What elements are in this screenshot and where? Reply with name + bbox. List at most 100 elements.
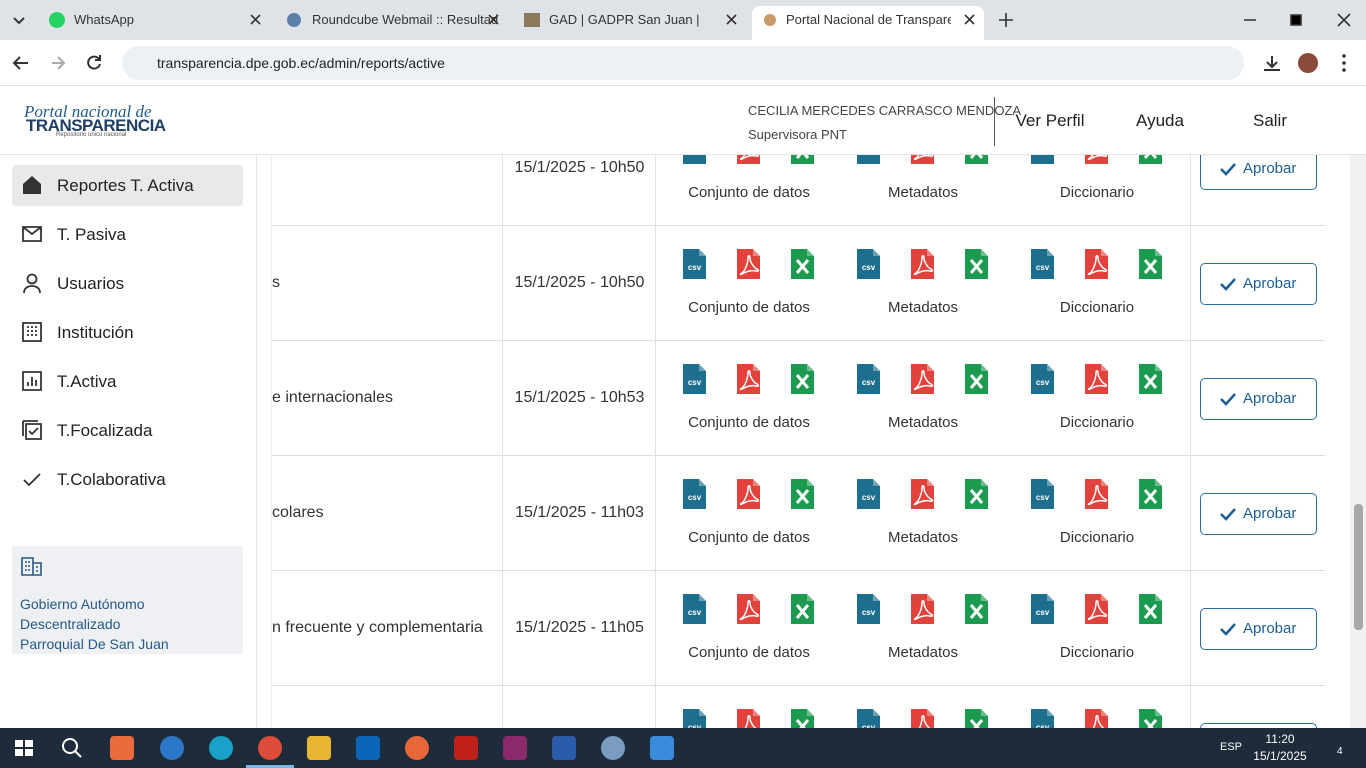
- menu-item[interactable]: T. Pasiva: [12, 214, 243, 255]
- notification-count[interactable]: 4: [1337, 746, 1343, 757]
- csv-icon[interactable]: csv: [683, 709, 707, 728]
- xls-icon[interactable]: [791, 364, 815, 395]
- pdf-icon[interactable]: [911, 155, 935, 165]
- icon-glyph: [1143, 155, 1158, 159]
- app-icon[interactable]: [258, 736, 282, 760]
- approve-button[interactable]: Aprobar: [1200, 378, 1317, 420]
- xls-icon[interactable]: [791, 594, 815, 625]
- url-field[interactable]: transparencia.dpe.gob.ec/admin/reports/a…: [122, 46, 1244, 80]
- menu-item[interactable]: Institución: [12, 312, 243, 353]
- csv-icon[interactable]: csv: [683, 479, 707, 510]
- app-icon[interactable]: [209, 736, 233, 760]
- tab[interactable]: GAD | GADPR San Juan |: [515, 6, 745, 40]
- app-icon[interactable]: [650, 736, 674, 760]
- menu-item[interactable]: T.Activa: [12, 361, 243, 402]
- clock-date[interactable]: 15/1/2025: [1253, 749, 1307, 763]
- csv-icon[interactable]: csv: [683, 249, 707, 280]
- approve-button[interactable]: Aprobar: [1200, 723, 1317, 728]
- csv-icon[interactable]: csv: [857, 249, 881, 280]
- tab[interactable]: Roundcube Webmail :: Resultad: [278, 6, 508, 40]
- csv-icon[interactable]: csv: [1031, 709, 1055, 728]
- xls-icon[interactable]: [965, 594, 989, 625]
- xls-icon[interactable]: [1139, 155, 1163, 165]
- scrollbar[interactable]: [1350, 86, 1366, 728]
- icon-shape: [1031, 155, 1054, 164]
- csv-icon[interactable]: csv: [857, 479, 881, 510]
- app-icon[interactable]: [601, 736, 625, 760]
- pdf-icon[interactable]: [1085, 249, 1109, 280]
- pdf-icon[interactable]: [737, 249, 761, 280]
- csv-icon[interactable]: csv: [1031, 479, 1055, 510]
- xls-icon[interactable]: [1139, 479, 1163, 510]
- pdf-icon[interactable]: [737, 364, 761, 395]
- app-icon[interactable]: [454, 736, 478, 760]
- tab[interactable]: WhatsApp: [40, 6, 272, 40]
- approve-button[interactable]: Aprobar: [1200, 608, 1317, 650]
- xls-icon[interactable]: [1139, 594, 1163, 625]
- pdf-icon[interactable]: [911, 709, 935, 728]
- xls-icon[interactable]: [791, 709, 815, 728]
- xls-icon[interactable]: [791, 249, 815, 280]
- tab-active[interactable]: Portal Nacional de Transparenci: [752, 6, 984, 40]
- app-icon[interactable]: [503, 736, 527, 760]
- menu-item[interactable]: Usuarios: [12, 263, 243, 304]
- clock-time[interactable]: 11:20: [1265, 732, 1295, 746]
- pdf-icon[interactable]: [737, 594, 761, 625]
- pdf-icon[interactable]: [737, 709, 761, 728]
- tab-menu[interactable]: [10, 12, 28, 28]
- csv-icon[interactable]: csv: [857, 155, 881, 165]
- menu-item[interactable]: T.Focalizada: [12, 410, 243, 451]
- pdf-icon[interactable]: [911, 479, 935, 510]
- menu-item[interactable]: Reportes T. Activa: [12, 165, 243, 206]
- xls-icon[interactable]: [791, 479, 815, 510]
- nav-link[interactable]: Ayuda: [1136, 111, 1184, 130]
- approve-button[interactable]: Aprobar: [1200, 263, 1317, 305]
- nav-link[interactable]: Ver Perfil: [1015, 111, 1085, 130]
- pdf-icon[interactable]: [737, 479, 761, 510]
- approve-button[interactable]: Aprobar: [1200, 155, 1317, 190]
- pdf-icon[interactable]: [1085, 594, 1109, 625]
- csv-icon[interactable]: csv: [1031, 155, 1055, 165]
- app-icon[interactable]: [160, 736, 184, 760]
- pdf-icon[interactable]: [1085, 709, 1109, 728]
- xls-icon[interactable]: [965, 709, 989, 728]
- pdf-icon[interactable]: [1085, 155, 1109, 165]
- csv-icon[interactable]: csv: [857, 594, 881, 625]
- xls-icon[interactable]: [965, 364, 989, 395]
- app-icon[interactable]: [405, 736, 429, 760]
- icon-glyph: [739, 485, 760, 506]
- csv-icon[interactable]: csv: [683, 594, 707, 625]
- xls-icon[interactable]: [1139, 709, 1163, 728]
- pdf-icon[interactable]: [1085, 364, 1109, 395]
- csv-icon[interactable]: csv: [1031, 249, 1055, 280]
- csv-icon[interactable]: csv: [683, 364, 707, 395]
- nav-link[interactable]: Salir: [1252, 111, 1287, 130]
- icon-fold: [807, 364, 814, 371]
- xls-icon[interactable]: [791, 155, 815, 165]
- icon-glyph: [744, 715, 757, 728]
- app-icon[interactable]: [110, 736, 134, 760]
- scroll-thumb[interactable]: [1354, 504, 1363, 630]
- xls-icon[interactable]: [965, 479, 989, 510]
- xls-icon[interactable]: [1139, 364, 1163, 395]
- approve-button[interactable]: Aprobar: [1200, 493, 1317, 535]
- app-icon[interactable]: [552, 736, 576, 760]
- icon-fold: [927, 594, 934, 601]
- pdf-icon[interactable]: [737, 155, 761, 165]
- language[interactable]: ESP: [1220, 741, 1243, 753]
- csv-icon[interactable]: csv: [857, 709, 881, 728]
- xls-icon[interactable]: [965, 249, 989, 280]
- csv-icon[interactable]: csv: [857, 364, 881, 395]
- csv-icon[interactable]: csv: [683, 155, 707, 165]
- xls-icon[interactable]: [1139, 249, 1163, 280]
- csv-icon[interactable]: csv: [1031, 364, 1055, 395]
- pdf-icon[interactable]: [911, 364, 935, 395]
- pdf-icon[interactable]: [911, 594, 935, 625]
- pdf-icon[interactable]: [1085, 479, 1109, 510]
- app-icon[interactable]: [307, 736, 331, 760]
- app-icon[interactable]: [356, 736, 380, 760]
- csv-icon[interactable]: csv: [1031, 594, 1055, 625]
- menu-item[interactable]: T.Colaborativa: [12, 459, 243, 500]
- xls-icon[interactable]: [965, 155, 989, 165]
- pdf-icon[interactable]: [911, 249, 935, 280]
